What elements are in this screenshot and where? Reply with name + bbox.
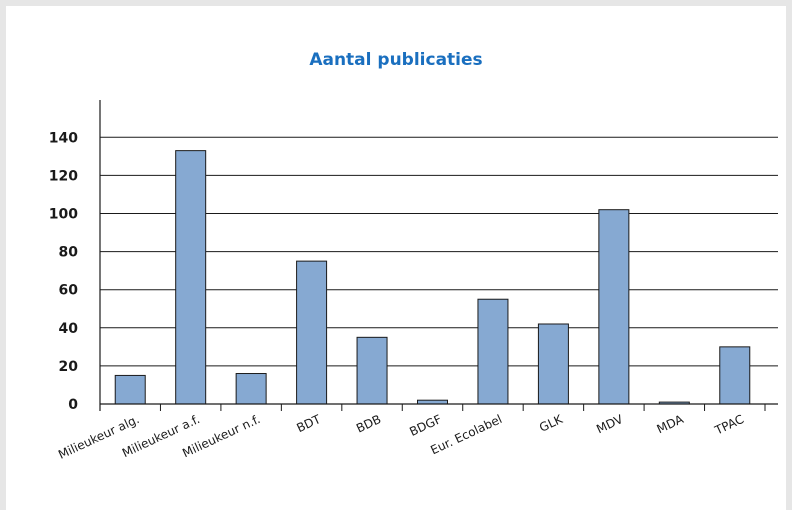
chart-title: Aantal publicaties: [309, 50, 483, 70]
x-tick-label: GLK: [537, 412, 566, 435]
bar: [537, 323, 569, 405]
x-tick-label: MDA: [655, 412, 687, 437]
x-tick-label: TPAC: [712, 412, 746, 438]
y-tick-label: 100: [49, 207, 78, 223]
bar: [235, 373, 267, 405]
x-tick-label: MDV: [594, 412, 626, 437]
axes: [99, 100, 778, 411]
x-tick-label: BDGF: [407, 412, 444, 439]
bar: [175, 150, 207, 405]
y-tick-label: 0: [68, 397, 78, 413]
bar: [477, 298, 509, 405]
bars: [114, 150, 751, 405]
y-tick-label: 120: [49, 168, 78, 184]
bar: [114, 374, 146, 405]
bar: [356, 336, 388, 405]
bar: [296, 260, 328, 405]
gridlines: [100, 136, 778, 367]
x-tick-labels: Milieukeur alg.Milieukeur a.f.Milieukeur…: [56, 412, 746, 462]
chart-panel: [6, 6, 786, 510]
y-tick-label: 80: [59, 245, 79, 261]
y-tick-label: 20: [59, 359, 79, 375]
y-tick-label: 60: [59, 283, 79, 299]
x-tick-label: BDT: [294, 412, 323, 435]
y-tick-label: 140: [49, 130, 78, 146]
bar: [719, 346, 751, 405]
y-tick-labels: 0 20 40 60 80 100 120 140: [49, 130, 78, 413]
x-tick-label: BDB: [354, 412, 383, 436]
y-tick-label: 40: [59, 321, 79, 337]
bar: [598, 209, 630, 405]
